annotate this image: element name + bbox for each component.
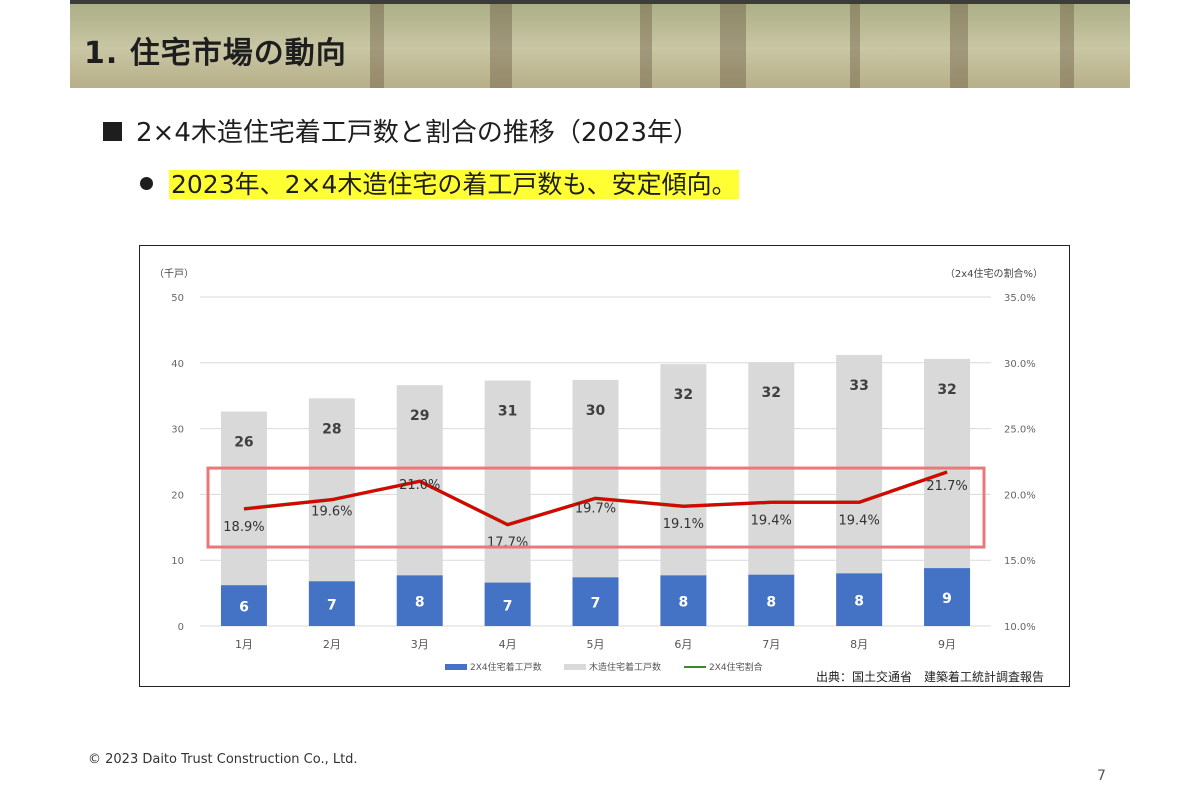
legend-label-wood: 木造住宅着工戸数	[589, 661, 661, 673]
left-axis-tick-label: 20	[171, 490, 184, 501]
x-axis-tick-label: 4月	[499, 638, 517, 651]
wood-bar-data-label: 29	[410, 408, 429, 424]
left-axis-label: （千戸）	[154, 268, 194, 280]
ratio-data-label: 21.0%	[399, 478, 440, 493]
left-axis-tick-label: 30	[171, 425, 184, 436]
legend-label-twobyfour: 2X4住宅着工戸数	[470, 661, 542, 673]
wood-bar-data-label: 32	[762, 385, 781, 401]
wood-housing-bar	[660, 364, 707, 576]
wood-housing-bar	[220, 411, 267, 586]
section-heading-text: 2×4木造住宅着工戸数と割合の推移（2023年）	[136, 118, 700, 148]
x-axis-tick-label: 3月	[411, 638, 429, 651]
legend-label-ratio: 2X4住宅割合	[709, 661, 763, 673]
twobyfour-bar-data-label: 7	[327, 598, 337, 614]
twobyfour-housing-bar	[308, 581, 355, 626]
twobyfour-housing-bar	[220, 585, 267, 626]
twobyfour-bar-data-label: 8	[415, 595, 425, 611]
bullet-dot-icon	[140, 177, 153, 190]
ratio-data-label: 19.4%	[839, 513, 880, 528]
tree-trunk	[720, 4, 746, 88]
right-axis-tick-label: 20.0%	[1004, 490, 1036, 501]
twobyfour-bar-data-label: 9	[942, 591, 952, 607]
x-axis-tick-label: 5月	[587, 638, 605, 651]
wood-housing-bar	[572, 379, 619, 578]
wood-bar-data-label: 32	[674, 387, 693, 403]
section-heading: 2×4木造住宅着工戸数と割合の推移（2023年）	[103, 112, 699, 149]
twobyfour-housing-bar	[484, 582, 531, 626]
x-axis-tick-label: 2月	[323, 638, 341, 651]
ratio-data-label: 19.4%	[751, 513, 792, 528]
x-axis-tick-label: 8月	[850, 638, 868, 651]
twobyfour-housing-bar	[572, 577, 619, 626]
page-title: 1. 住宅市場の動向	[84, 36, 347, 71]
square-bullet-icon	[103, 122, 122, 141]
page-number: 7	[1097, 768, 1106, 784]
left-axis-tick-label: 10	[171, 556, 184, 567]
wood-housing-bar	[836, 354, 883, 574]
right-axis-label: （2x4住宅の割合%）	[945, 267, 1043, 280]
tree-trunk	[1060, 4, 1074, 88]
wood-housing-bar	[924, 358, 971, 569]
ratio-data-label: 18.9%	[223, 520, 264, 535]
tree-trunk	[640, 4, 652, 88]
wood-housing-bar	[308, 398, 355, 582]
x-axis-tick-label: 7月	[762, 638, 780, 651]
wood-bar-data-label: 31	[498, 404, 517, 420]
left-axis-tick-label: 0	[178, 622, 184, 633]
wood-bar-data-label: 26	[234, 434, 253, 450]
twobyfour-housing-bar	[836, 573, 883, 626]
twobyfour-bar-data-label: 8	[854, 594, 864, 610]
twobyfour-housing-bar	[924, 568, 971, 626]
wood-housing-bar	[484, 380, 531, 583]
source-note: 出典：国土交通省 建築着工統計調査報告	[816, 669, 1044, 684]
wood-bar-data-label: 32	[937, 382, 956, 398]
ratio-data-label: 19.6%	[311, 505, 352, 520]
ratio-data-label: 21.7%	[926, 479, 967, 494]
right-axis-tick-label: 15.0%	[1004, 556, 1036, 567]
ratio-data-label: 19.1%	[663, 517, 704, 532]
wood-bar-data-label: 30	[586, 403, 606, 419]
chart-frame: 0 10 20 30 40 50 10.0% 15.0% 20.0% 25.0% 30.0% 35.0…	[139, 245, 1070, 687]
left-axis-tick-label: 50	[171, 293, 184, 304]
right-axis-tick-label: 10.0%	[1004, 622, 1036, 633]
twobyfour-bar-data-label: 7	[591, 596, 601, 612]
bullet-text: 2023年、2×4木造住宅の着工戸数も、安定傾向。	[169, 170, 739, 199]
header-banner: 1. 住宅市場の動向	[70, 0, 1130, 88]
twobyfour-bar-data-label: 6	[239, 600, 249, 616]
bullet-point: 2023年、2×4木造住宅の着工戸数も、安定傾向。	[140, 165, 739, 201]
highlight-box	[206, 466, 986, 549]
ratio-line	[243, 470, 948, 527]
twobyfour-bar-data-label: 8	[679, 595, 689, 611]
footer-copyright: © 2023 Daito Trust Construction Co., Ltd…	[88, 752, 358, 767]
x-axis-tick-label: 9月	[938, 638, 956, 651]
legend-swatch-twobyfour	[445, 664, 467, 670]
x-axis-tick-label: 6月	[674, 638, 692, 651]
legend-swatch-wood	[564, 664, 586, 670]
right-axis-tick-label: 25.0%	[1004, 425, 1036, 436]
tree-trunk	[490, 4, 512, 88]
twobyfour-housing-bar	[660, 575, 707, 626]
wood-bar-data-label: 28	[322, 421, 341, 437]
x-axis-tick-label: 1月	[235, 638, 253, 651]
right-axis-tick-label: 35.0%	[1004, 293, 1036, 304]
twobyfour-bar-data-label: 7	[503, 598, 513, 614]
left-axis-tick-label: 40	[171, 359, 184, 370]
right-axis-tick-label: 30.0%	[1004, 359, 1036, 370]
tree-trunk	[850, 4, 860, 88]
tree-trunk	[950, 4, 968, 88]
twobyfour-housing-bar	[748, 574, 795, 626]
twobyfour-housing-bar	[396, 575, 443, 626]
ratio-data-label: 19.7%	[575, 501, 616, 516]
combo-chart: 0 10 20 30 40 50 10.0% 15.0% 20.0% 25.0% 30.0% 35.0…	[154, 267, 1044, 684]
wood-bar-data-label: 33	[849, 378, 868, 394]
twobyfour-bar-data-label: 8	[766, 594, 776, 610]
tree-trunk	[370, 4, 384, 88]
